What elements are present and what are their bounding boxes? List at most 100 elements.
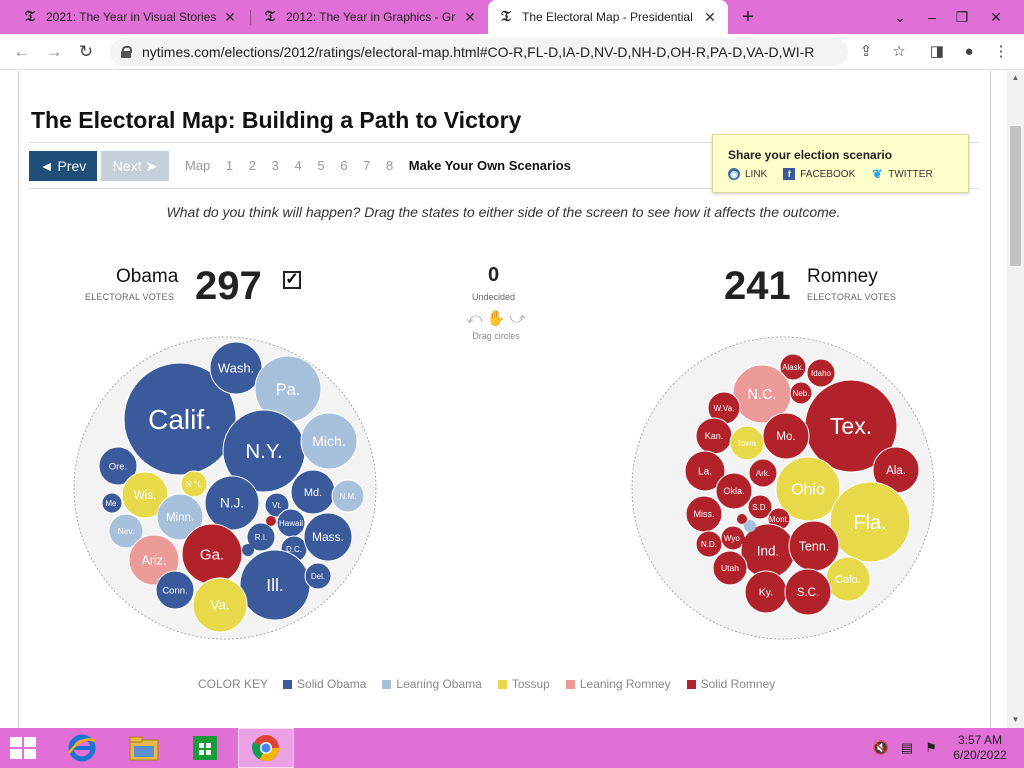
share-link-button[interactable]: ◉ LINK [728, 168, 767, 180]
state-bubble-n-y[interactable]: N.Y. [222, 409, 306, 493]
share-twitter-button[interactable]: ❦ TWITTER [871, 168, 932, 180]
step-2[interactable]: 2 [248, 158, 257, 173]
state-bubble-miss[interactable]: Miss. [685, 495, 723, 533]
step-8[interactable]: 8 [385, 158, 394, 173]
minimize-icon[interactable]: – [928, 9, 936, 25]
network-icon[interactable]: ▤ [900, 740, 914, 755]
restore-icon[interactable]: ❐ [955, 9, 969, 25]
windows-start-icon[interactable] [10, 737, 38, 759]
state-bubble-mich[interactable]: Mich. [300, 412, 358, 470]
state-circle[interactable] [101, 492, 123, 514]
state-circle[interactable] [789, 381, 813, 405]
state-bubble-neb[interactable]: Neb. [789, 381, 813, 405]
reload-icon[interactable]: ↻ [78, 42, 94, 61]
action-center-icon[interactable]: ⚑ [925, 740, 937, 755]
share-icon[interactable]: ⇪ [859, 43, 873, 60]
state-circle[interactable] [108, 513, 144, 549]
step-3[interactable]: 3 [271, 158, 279, 173]
state-bubble-ind[interactable]: Ind. [740, 523, 796, 579]
step-1[interactable]: 1 [225, 158, 234, 173]
step-4[interactable]: 4 [294, 158, 302, 173]
state-circle[interactable] [775, 456, 841, 522]
url-field[interactable]: nytimes.com/elections/2012/ratings/elect… [110, 38, 848, 66]
state-bubble-tenn[interactable]: Tenn. [788, 520, 840, 572]
tab-year-visual-stories[interactable]: 𝔗 2021: The Year in Visual Stories a ✕ [12, 0, 248, 34]
state-bubble-s-c[interactable]: S.C. [784, 568, 832, 616]
state-bubble-va[interactable]: Va. [192, 577, 248, 633]
state-circle[interactable] [715, 472, 753, 510]
file-explorer-icon[interactable] [116, 728, 172, 768]
state-bubble-iowa[interactable]: Iowa [729, 425, 765, 461]
volume-muted-icon[interactable]: 🔇 [872, 740, 890, 755]
chrome-icon[interactable] [238, 728, 294, 768]
state-bubble-wash[interactable]: Wash. [209, 341, 263, 395]
state-bubble-colo[interactable]: Colo. [825, 556, 871, 602]
state-bubble-fla[interactable]: Fla. [829, 481, 911, 563]
state-circle[interactable] [747, 494, 773, 520]
state-bubble-nev[interactable]: Nev. [108, 513, 144, 549]
scroll-up-icon[interactable]: ▲ [1011, 73, 1020, 82]
state-circle[interactable] [762, 412, 810, 460]
state-circle[interactable] [779, 353, 807, 381]
scroll-thumb[interactable] [1010, 126, 1021, 266]
state-circle[interactable] [123, 362, 237, 476]
small-state-bubble[interactable] [266, 516, 276, 526]
state-circle[interactable] [98, 446, 138, 486]
scroll-down-icon[interactable]: ▼ [1011, 715, 1020, 724]
state-circle[interactable] [192, 577, 248, 633]
menu-kebab-icon[interactable]: ⋮ [993, 43, 1009, 60]
state-bubble-ore[interactable]: Ore. [98, 446, 138, 486]
small-state-bubble[interactable] [740, 537, 748, 545]
state-circle[interactable] [784, 568, 832, 616]
state-bubble-md[interactable]: Md. [290, 469, 336, 515]
state-circle[interactable] [156, 493, 204, 541]
state-bubble-ga[interactable]: Ga. [181, 523, 243, 585]
small-state-bubble[interactable] [737, 514, 747, 524]
state-circle[interactable] [155, 570, 195, 610]
state-bubble-calif[interactable]: Calif. [123, 362, 237, 476]
close-window-icon[interactable]: ✕ [990, 9, 1002, 25]
side-panel-icon[interactable]: ◨ [929, 43, 945, 60]
state-bubble-hawaii[interactable]: Hawaii [276, 508, 306, 538]
state-bubble-minn[interactable]: Minn. [156, 493, 204, 541]
state-bubble-ky[interactable]: Ky. [744, 570, 788, 614]
step-5[interactable]: 5 [317, 158, 325, 173]
tab-year-graphics[interactable]: 𝔗 2012: The Year in Graphics - Grap ✕ [252, 0, 488, 34]
close-icon[interactable]: ✕ [224, 8, 236, 25]
state-circle[interactable] [204, 475, 260, 531]
state-bubble-wis[interactable]: Wis. [121, 471, 169, 519]
step-7[interactable]: 7 [363, 158, 371, 173]
state-circle[interactable] [695, 530, 723, 558]
state-bubble-n-d[interactable]: N.D. [695, 530, 723, 558]
state-circle[interactable] [121, 471, 169, 519]
state-circle[interactable] [684, 450, 726, 492]
state-bubble-kan[interactable]: Kan. [695, 417, 733, 455]
forward-arrow-icon[interactable]: → [45, 42, 63, 61]
state-circle[interactable] [748, 458, 778, 488]
state-circle[interactable] [246, 522, 276, 552]
new-tab-icon[interactable]: + [742, 6, 754, 28]
state-circle[interactable] [303, 512, 353, 562]
small-state-bubble[interactable] [192, 483, 198, 489]
state-bubble-del[interactable]: Del. [304, 562, 332, 590]
step-map[interactable]: Map [185, 158, 211, 173]
internet-explorer-icon[interactable] [54, 728, 110, 768]
state-circle[interactable] [331, 479, 365, 513]
state-bubble-n-j[interactable]: N.J. [204, 475, 260, 531]
state-circle[interactable] [300, 412, 358, 470]
close-icon[interactable]: ✕ [704, 8, 716, 25]
state-bubble-la[interactable]: La. [684, 450, 726, 492]
share-facebook-button[interactable]: f FACEBOOK [783, 168, 855, 180]
state-bubble-ohio[interactable]: Ohio [775, 456, 841, 522]
state-bubble-n-m[interactable]: N.M. [331, 479, 365, 513]
state-bubble-okla[interactable]: Okla. [715, 472, 753, 510]
bookmark-star-icon[interactable]: ☆ [892, 43, 906, 60]
state-bubble-mo[interactable]: Mo. [762, 412, 810, 460]
step-6[interactable]: 6 [340, 158, 348, 173]
state-bubble-ark[interactable]: Ark. [748, 458, 778, 488]
state-bubble-alask[interactable]: Alask. [779, 353, 807, 381]
state-bubble-me[interactable]: Me. [101, 492, 123, 514]
state-bubble-tex[interactable]: Tex. [804, 379, 898, 473]
chevron-down-icon[interactable]: ⌄ [894, 9, 906, 25]
state-circle[interactable] [806, 358, 836, 388]
